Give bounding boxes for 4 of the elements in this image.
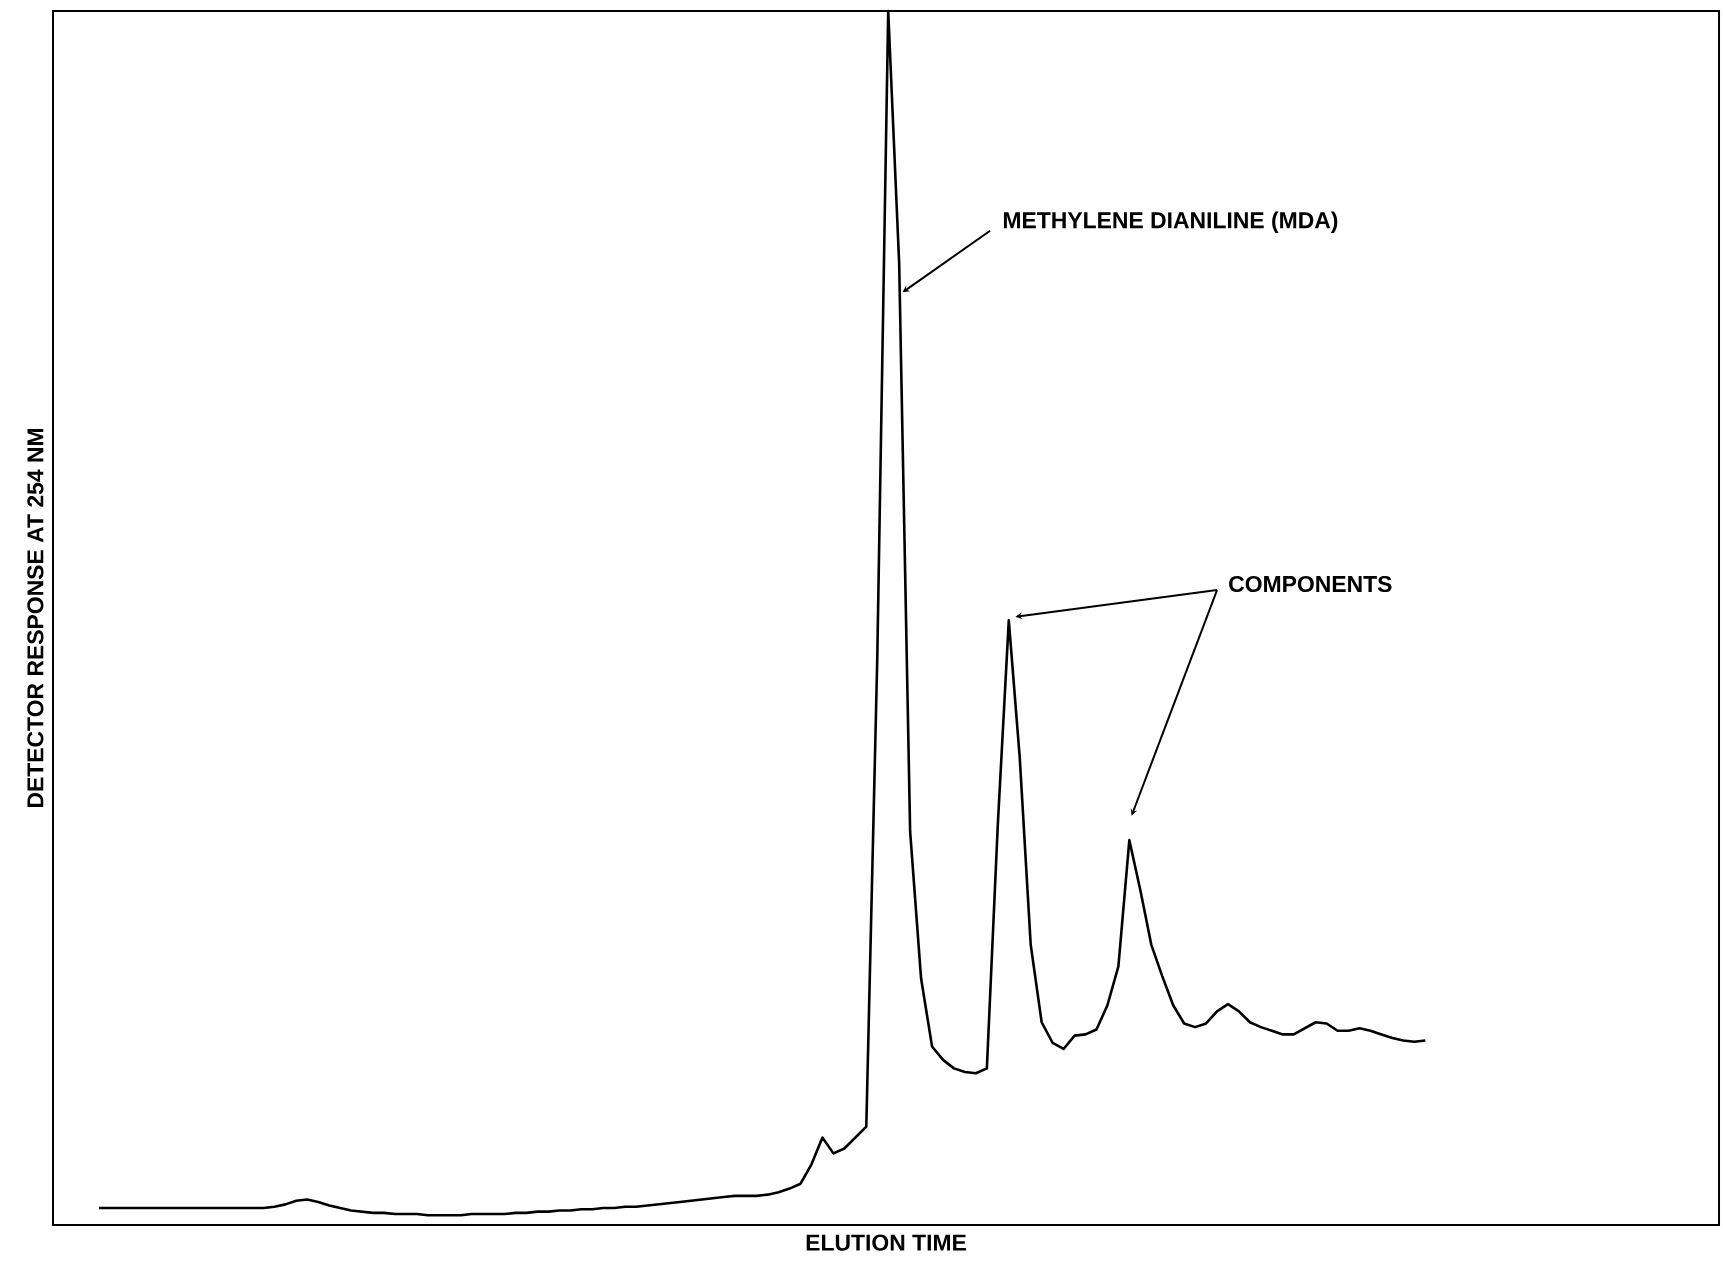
annotation: METHYLENE DIANILINE (MDA) [1003,211,1338,233]
x-axis-title: ELUTION TIME [806,1234,966,1251]
annotation: COMPONENTS [1229,575,1392,593]
y-axis-title: DETECTOR RESPONSE AT 254 NM [27,428,44,808]
